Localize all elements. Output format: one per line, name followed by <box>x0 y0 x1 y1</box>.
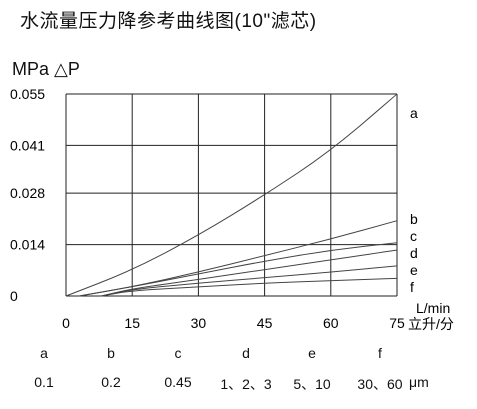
legend-value: 1、2、3 <box>220 376 272 392</box>
legend-key: c <box>174 345 182 361</box>
y-tick-label: 0.028 <box>10 185 45 201</box>
series-curve-a <box>65 93 398 297</box>
legend-value: 30、60 <box>357 376 403 392</box>
chart-title: 水流量压力降参考曲线图(10"滤芯) <box>20 11 317 32</box>
y-axis-label: MPa △P <box>12 59 80 79</box>
x-tick-label: 30 <box>191 315 207 331</box>
legend-value: 5、10 <box>293 376 331 392</box>
legend-value: 0.45 <box>164 374 192 390</box>
y-tick-label: 0.014 <box>10 237 45 253</box>
series-curve-d <box>101 249 398 297</box>
legend-key: b <box>107 345 115 361</box>
series-label-d: d <box>410 245 418 261</box>
x-tick-label: 60 <box>323 315 339 331</box>
series-label-f: f <box>410 279 414 295</box>
legend-unit: μm <box>409 374 429 390</box>
legend-key: f <box>378 345 382 361</box>
series-curve-c <box>79 242 398 297</box>
series-label-a: a <box>410 105 418 121</box>
legend-key: e <box>308 345 316 361</box>
series-label-c: c <box>410 228 417 244</box>
chart-grid <box>65 93 398 297</box>
legend-key: d <box>242 345 250 361</box>
series-label-b: b <box>410 211 418 227</box>
x-axis-label: L/min <box>416 300 450 316</box>
x-axis-label-cn: 立升/分 <box>408 316 454 332</box>
x-tick-label: 75 <box>389 315 405 331</box>
y-tick-label: 0 <box>10 288 18 304</box>
x-tick-label: 0 <box>62 315 70 331</box>
legend-key: a <box>40 345 48 361</box>
chart-curves <box>65 93 398 297</box>
legend-value: 0.2 <box>101 374 121 390</box>
x-tick-label: 15 <box>124 315 140 331</box>
x-tick-label: 45 <box>257 315 273 331</box>
series-label-e: e <box>410 262 418 278</box>
series-curve-f <box>101 277 398 297</box>
y-tick-label: 0.055 <box>10 86 45 102</box>
legend-value: 0.1 <box>34 374 54 390</box>
chart-ticks: 0 15 30 45 60 75 0 0.014 0.028 0.041 0.055 <box>10 86 405 331</box>
y-tick-label: 0.041 <box>10 137 45 153</box>
series-curve-e <box>101 265 398 297</box>
